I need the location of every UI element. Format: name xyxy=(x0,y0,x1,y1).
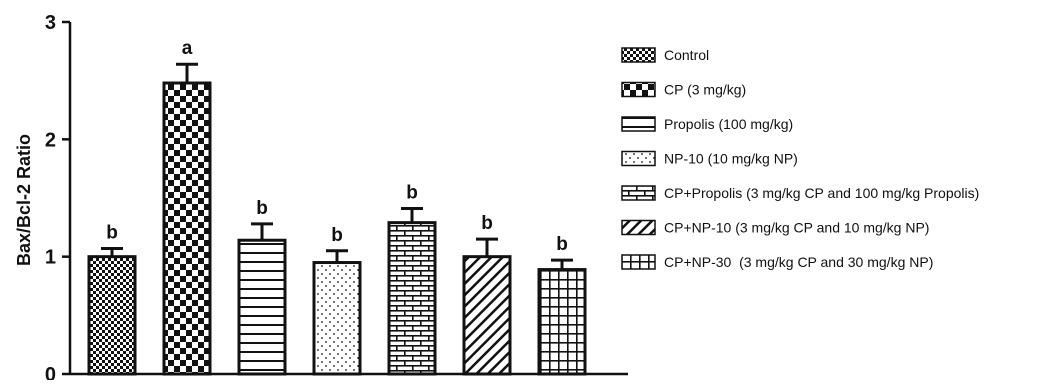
y-tick-label: 0 xyxy=(45,364,56,380)
bar xyxy=(312,261,362,376)
legend-label: NP-10 (10 mg/kg NP) xyxy=(664,151,798,167)
significance-label: b xyxy=(106,222,118,243)
legend: Control CP (3 mg/kg) Propolis (100 mg/kg) N… xyxy=(621,47,979,270)
legend-label: Control xyxy=(664,47,709,63)
legend-swatch xyxy=(621,47,656,63)
legend-swatch xyxy=(621,219,656,236)
bar xyxy=(162,81,212,376)
y-tick-label: 1 xyxy=(45,247,56,269)
legend-label: Propolis (100 mg/kg) xyxy=(664,116,793,132)
legend-label: CP+Propolis (3 mg/kg CP and 100 mg/kg Pr… xyxy=(664,185,979,201)
bar xyxy=(237,238,287,376)
legend-swatch xyxy=(621,116,656,132)
bar xyxy=(537,268,587,376)
legend-label: CP+NP-10 (3 mg/kg CP and 10 mg/kg NP) xyxy=(664,220,929,236)
error-bars-group xyxy=(101,62,573,270)
significance-label: b xyxy=(556,234,568,255)
legend-swatch xyxy=(621,150,656,167)
y-axis-ticks: 0 1 2 3 xyxy=(45,12,70,385)
bar xyxy=(462,255,512,376)
legend-swatch xyxy=(621,254,656,270)
y-axis-label: Bax/Bcl-2 Ratio xyxy=(14,134,34,266)
y-tick-label: 3 xyxy=(45,12,56,34)
legend-label: CP (3 mg/kg) xyxy=(664,82,746,98)
legend-swatch xyxy=(621,81,656,98)
significance-label: b xyxy=(331,225,343,246)
legend-label: CP+NP-30 (3 mg/kg CP and 30 mg/kg NP) xyxy=(664,254,933,270)
bar xyxy=(87,255,137,376)
legend-swatch xyxy=(621,185,656,201)
significance-label: a xyxy=(182,38,193,59)
significance-label: b xyxy=(481,213,493,234)
significance-label: b xyxy=(256,198,268,219)
significance-label: b xyxy=(406,183,418,204)
y-tick-label: 2 xyxy=(45,129,56,151)
significance-labels-group: b a b b b b b xyxy=(106,38,568,255)
bar xyxy=(387,221,437,376)
